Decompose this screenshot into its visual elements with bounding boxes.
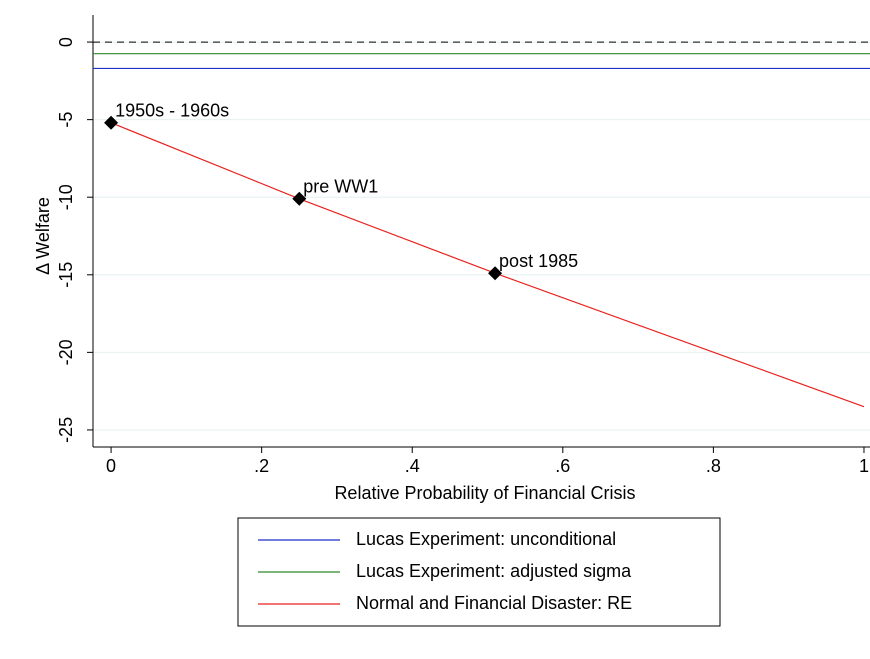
point-label: post 1985 bbox=[499, 251, 578, 271]
y-tick-label: -10 bbox=[56, 184, 76, 210]
y-tick-label: -15 bbox=[56, 262, 76, 288]
legend-label: Lucas Experiment: adjusted sigma bbox=[356, 561, 632, 581]
y-tick-label: -20 bbox=[56, 339, 76, 365]
line-series bbox=[110, 122, 865, 408]
y-axis-title: Δ Welfare bbox=[33, 197, 53, 275]
x-tick-label: .2 bbox=[254, 456, 269, 476]
y-tick-label: -5 bbox=[56, 112, 76, 128]
point-marker bbox=[104, 115, 119, 130]
legend-label: Normal and Financial Disaster: RE bbox=[356, 593, 632, 613]
x-tick-label: .4 bbox=[405, 456, 420, 476]
point-label: 1950s - 1960s bbox=[115, 100, 229, 120]
point-marker bbox=[292, 191, 307, 206]
y-tick-label: -25 bbox=[56, 417, 76, 443]
y-tick-label: 0 bbox=[56, 37, 76, 47]
point-marker bbox=[488, 266, 503, 281]
x-tick-label: 0 bbox=[106, 456, 116, 476]
point-label: pre WW1 bbox=[303, 177, 378, 197]
legend-label: Lucas Experiment: unconditional bbox=[356, 529, 616, 549]
x-tick-label: 1 bbox=[859, 456, 869, 476]
x-axis-title: Relative Probability of Financial Crisis bbox=[334, 483, 635, 503]
x-tick-label: .8 bbox=[706, 456, 721, 476]
x-tick-label: .6 bbox=[555, 456, 570, 476]
